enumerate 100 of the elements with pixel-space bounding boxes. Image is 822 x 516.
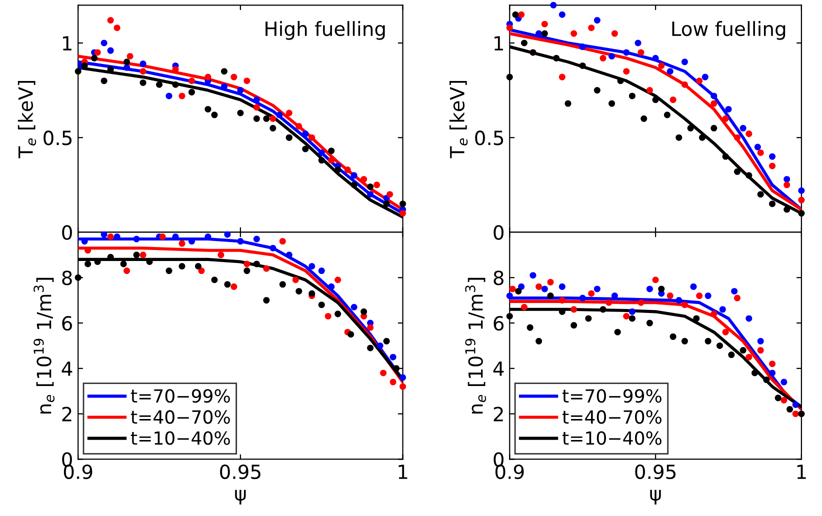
point bbox=[579, 294, 586, 302]
point bbox=[652, 96, 659, 104]
legend-label: t=70−99% bbox=[130, 389, 230, 403]
point bbox=[374, 182, 380, 188]
point bbox=[769, 370, 776, 376]
point bbox=[344, 166, 351, 174]
point bbox=[518, 283, 525, 290]
point bbox=[740, 347, 746, 354]
point bbox=[114, 24, 120, 32]
point bbox=[140, 252, 146, 258]
y-tick-label: 2 bbox=[494, 406, 503, 422]
legend-label: t=40−70% bbox=[130, 410, 230, 424]
point bbox=[710, 92, 718, 100]
point bbox=[400, 200, 406, 208]
point bbox=[328, 148, 335, 154]
point bbox=[253, 236, 260, 242]
x-tick-label: 1 bbox=[797, 464, 806, 479]
point bbox=[237, 238, 244, 245]
point bbox=[292, 276, 299, 284]
point bbox=[628, 315, 636, 322]
point bbox=[124, 268, 130, 274]
point bbox=[558, 297, 566, 304]
point bbox=[334, 276, 342, 284]
point bbox=[318, 149, 325, 156]
point bbox=[652, 276, 659, 284]
point bbox=[792, 410, 799, 418]
point bbox=[230, 74, 238, 80]
point bbox=[769, 162, 776, 170]
point bbox=[640, 115, 648, 122]
point bbox=[334, 310, 342, 318]
point bbox=[646, 286, 653, 292]
point bbox=[670, 96, 676, 104]
point bbox=[784, 206, 790, 213]
point bbox=[506, 74, 513, 80]
point bbox=[107, 47, 114, 54]
point bbox=[224, 231, 231, 238]
point bbox=[681, 81, 688, 88]
point bbox=[120, 260, 127, 268]
point bbox=[600, 54, 606, 62]
y-tick-label: 0 bbox=[494, 225, 504, 240]
point bbox=[623, 68, 630, 75]
point bbox=[360, 176, 368, 182]
point bbox=[784, 176, 790, 182]
point bbox=[638, 299, 644, 306]
point bbox=[74, 274, 82, 281]
point bbox=[286, 110, 292, 116]
point bbox=[126, 52, 134, 60]
point bbox=[244, 268, 250, 274]
point bbox=[696, 78, 703, 84]
point bbox=[734, 294, 741, 302]
point bbox=[224, 281, 231, 288]
point bbox=[390, 354, 396, 360]
point bbox=[100, 231, 108, 238]
point bbox=[536, 338, 542, 344]
point bbox=[194, 263, 202, 270]
x-axis-title: ψ bbox=[235, 490, 246, 505]
point bbox=[558, 11, 566, 18]
point bbox=[588, 24, 595, 32]
point bbox=[308, 290, 316, 297]
point bbox=[628, 308, 636, 315]
point bbox=[579, 44, 586, 50]
point bbox=[253, 96, 260, 104]
point bbox=[687, 124, 694, 132]
point bbox=[253, 115, 260, 122]
point bbox=[746, 130, 752, 138]
x-tick-label: 0.9 bbox=[495, 464, 524, 480]
point bbox=[74, 68, 82, 75]
point bbox=[746, 172, 752, 179]
point bbox=[270, 244, 276, 252]
point bbox=[156, 81, 163, 88]
point bbox=[518, 11, 525, 18]
point bbox=[594, 17, 600, 24]
point bbox=[530, 272, 536, 279]
point bbox=[204, 74, 212, 80]
point bbox=[253, 104, 260, 111]
point bbox=[710, 100, 718, 107]
point bbox=[124, 64, 130, 71]
point bbox=[734, 168, 741, 175]
y-tick-label: 0.5 bbox=[475, 130, 504, 146]
point bbox=[302, 146, 309, 152]
point bbox=[140, 60, 146, 68]
point bbox=[188, 88, 195, 96]
point bbox=[296, 288, 302, 294]
point bbox=[769, 360, 776, 368]
point bbox=[509, 286, 516, 292]
point bbox=[188, 78, 195, 84]
point bbox=[159, 233, 166, 240]
point bbox=[348, 331, 354, 338]
point bbox=[570, 322, 578, 329]
point bbox=[204, 106, 212, 112]
point bbox=[178, 240, 186, 247]
point bbox=[198, 268, 205, 274]
point bbox=[634, 40, 642, 46]
y-tick-label: 4 bbox=[493, 362, 504, 376]
point bbox=[279, 238, 286, 245]
point bbox=[237, 87, 244, 94]
point bbox=[731, 288, 738, 294]
point bbox=[520, 304, 528, 310]
x-axis-title: ψ bbox=[650, 490, 661, 505]
point bbox=[757, 347, 764, 354]
